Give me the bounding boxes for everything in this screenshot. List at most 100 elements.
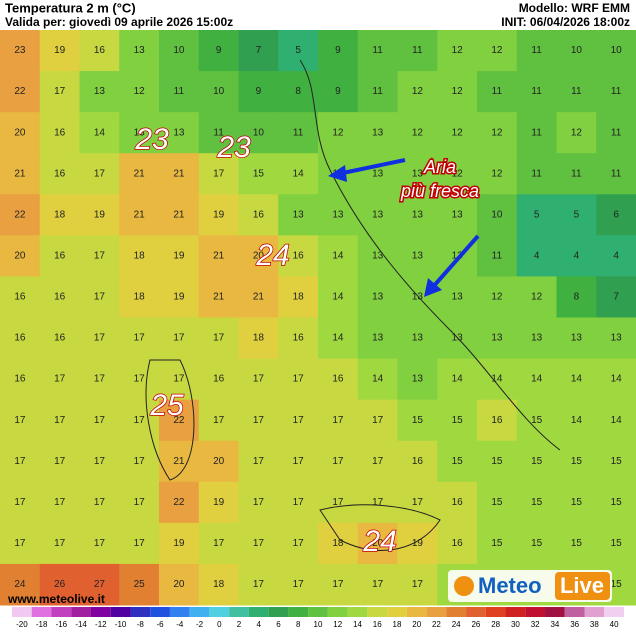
temp-value: 14 bbox=[332, 292, 344, 303]
temp-cell bbox=[119, 276, 160, 318]
temp-value: 11 bbox=[531, 86, 542, 97]
temp-cell bbox=[397, 399, 438, 442]
temp-cell bbox=[397, 440, 438, 483]
temp-value: 13 bbox=[372, 251, 384, 262]
temp-value: 13 bbox=[372, 333, 384, 344]
temp-value: 18 bbox=[134, 292, 146, 303]
temp-value: 13 bbox=[452, 251, 464, 262]
temp-value: 22 bbox=[173, 415, 185, 426]
coastline bbox=[299, 59, 561, 451]
temp-cell bbox=[516, 317, 557, 360]
temp-cell bbox=[0, 153, 41, 195]
temp-cell bbox=[278, 522, 319, 565]
temp-value: 15 bbox=[611, 456, 623, 467]
temp-value: 17 bbox=[54, 86, 66, 97]
temp-cell bbox=[39, 317, 80, 360]
temp-value: 12 bbox=[491, 45, 503, 56]
colorbar-swatch bbox=[525, 607, 546, 617]
colorbar-tick-label: 0 bbox=[217, 620, 222, 629]
temp-cell bbox=[477, 30, 518, 72]
temp-cell bbox=[119, 71, 160, 113]
temp-value: 16 bbox=[293, 333, 305, 344]
temp-cell bbox=[477, 153, 518, 195]
temp-value: 21 bbox=[213, 251, 225, 262]
temp-value: 19 bbox=[412, 538, 424, 549]
colorbar-swatch bbox=[446, 607, 467, 617]
temp-value: 13 bbox=[491, 333, 503, 344]
colorbar-tick-label: -6 bbox=[157, 620, 165, 629]
colorbar-swatch bbox=[387, 607, 407, 617]
temp-value: 13 bbox=[412, 333, 424, 344]
temp-value: 13 bbox=[611, 333, 623, 344]
highlight-temp: 24 bbox=[255, 239, 289, 272]
temp-value: 19 bbox=[213, 209, 225, 220]
temp-cell bbox=[596, 71, 636, 113]
temp-cell bbox=[79, 440, 120, 483]
temp-value: 17 bbox=[253, 456, 265, 467]
temp-value: 12 bbox=[412, 127, 424, 138]
temp-cell bbox=[278, 30, 319, 72]
temp-value: 14 bbox=[611, 374, 623, 385]
colorbar-swatch bbox=[209, 607, 230, 617]
temp-value: 12 bbox=[571, 127, 583, 138]
temp-value: 16 bbox=[14, 333, 26, 344]
temp-value: 5 bbox=[574, 209, 580, 220]
temp-cell bbox=[159, 30, 200, 72]
temp-cell bbox=[198, 194, 239, 236]
colorbar-tick-label: -14 bbox=[75, 620, 87, 629]
temp-value: 15 bbox=[571, 456, 583, 467]
temp-cell bbox=[0, 235, 41, 277]
colorbar-tick-label: 20 bbox=[412, 620, 421, 629]
temp-value: 17 bbox=[54, 374, 66, 385]
temp-cell bbox=[159, 153, 200, 195]
temp-value: 16 bbox=[14, 374, 26, 385]
temp-cell bbox=[79, 522, 120, 565]
temp-value: 14 bbox=[332, 333, 344, 344]
temp-value: 21 bbox=[173, 168, 185, 179]
colorbar-tick-label: 18 bbox=[393, 620, 402, 629]
temp-value: 14 bbox=[94, 127, 106, 138]
temp-value: 13 bbox=[531, 333, 543, 344]
temp-value: 17 bbox=[54, 456, 66, 467]
colorbar-swatch bbox=[31, 607, 52, 617]
temp-value: 12 bbox=[412, 86, 424, 97]
temp-cell bbox=[39, 276, 80, 318]
temp-value: 4 bbox=[574, 251, 580, 262]
colorbar-tick-label: 14 bbox=[353, 620, 362, 629]
temp-value: 12 bbox=[452, 86, 464, 97]
colorbar-swatch bbox=[308, 607, 328, 617]
temp-value: 21 bbox=[134, 168, 146, 179]
temp-value: 16 bbox=[54, 251, 66, 262]
temp-cell bbox=[556, 112, 597, 154]
temp-cell bbox=[437, 71, 478, 113]
temp-cell bbox=[238, 481, 279, 524]
annotation: più fresca bbox=[400, 181, 479, 201]
temp-value: 16 bbox=[54, 127, 66, 138]
colorbar-tick-label: 8 bbox=[296, 620, 301, 629]
temp-cell bbox=[198, 481, 239, 524]
temp-cell bbox=[556, 153, 597, 195]
temp-cell bbox=[596, 440, 636, 483]
temp-cell bbox=[477, 317, 518, 360]
temp-cell bbox=[0, 194, 41, 236]
colorbar-swatch bbox=[426, 607, 447, 617]
temp-cell bbox=[596, 522, 636, 565]
temp-value: 13 bbox=[293, 209, 305, 220]
temp-cell bbox=[119, 317, 160, 360]
temp-value: 21 bbox=[213, 292, 225, 303]
colorbar-swatch bbox=[505, 607, 526, 617]
temp-cell bbox=[437, 276, 478, 318]
temp-value: 19 bbox=[173, 292, 185, 303]
temp-cell bbox=[516, 30, 557, 72]
temp-value: 14 bbox=[571, 374, 583, 385]
colorbar-swatch bbox=[12, 607, 32, 617]
temp-value: 17 bbox=[253, 538, 265, 549]
temp-value: 5 bbox=[295, 45, 301, 56]
temp-cell bbox=[278, 194, 319, 236]
temp-value: 17 bbox=[14, 538, 26, 549]
temp-cell bbox=[397, 563, 438, 606]
temp-cell bbox=[516, 358, 557, 401]
temp-cell bbox=[0, 358, 41, 401]
temp-value: 19 bbox=[94, 209, 106, 220]
temp-value: 11 bbox=[492, 86, 503, 97]
